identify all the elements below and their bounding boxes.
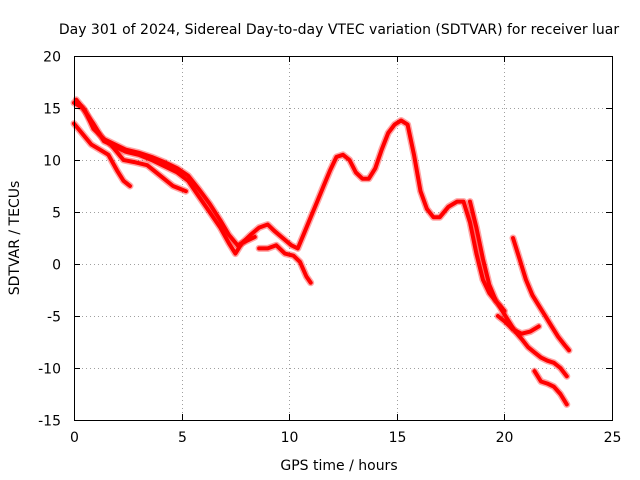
series-line — [108, 142, 188, 194]
ticks — [74, 56, 613, 421]
plot-frame — [74, 56, 613, 421]
series-line — [257, 243, 313, 285]
x-tick-label: 15 — [389, 430, 407, 446]
series-line — [72, 121, 132, 188]
y-tick-label: 15 — [43, 102, 61, 118]
x-tick-label: 0 — [70, 430, 79, 446]
y-tick-label: 5 — [52, 206, 61, 222]
series-line — [74, 97, 257, 248]
series-line — [72, 100, 507, 313]
series-line — [511, 236, 571, 353]
y-axis-label: SDTVAR / TECUs — [7, 181, 23, 296]
y-tick-label: 20 — [43, 50, 61, 66]
y-tick-label: 0 — [52, 258, 61, 274]
chart-title: Day 301 of 2024, Sidereal Day-to-day VTE… — [59, 22, 620, 38]
plot-area — [70, 96, 573, 408]
x-tick-label: 20 — [496, 430, 514, 446]
y-tick-label: -10 — [38, 362, 61, 378]
y-tick-label: 10 — [43, 154, 61, 170]
y-tick-label: -15 — [38, 414, 61, 430]
series-line — [495, 314, 541, 336]
x-tick-label: 10 — [281, 430, 299, 446]
tick-labels: 0 5 10 15 20 25 -15 -10 -5 0 5 10 15 20 — [38, 50, 621, 447]
y-tick-label: -5 — [47, 310, 61, 326]
x-tick-label: 5 — [178, 430, 187, 446]
x-axis-label: GPS time / hours — [280, 458, 397, 474]
series-line — [468, 199, 569, 379]
series-line — [532, 369, 569, 407]
x-tick-label: 25 — [604, 430, 622, 446]
